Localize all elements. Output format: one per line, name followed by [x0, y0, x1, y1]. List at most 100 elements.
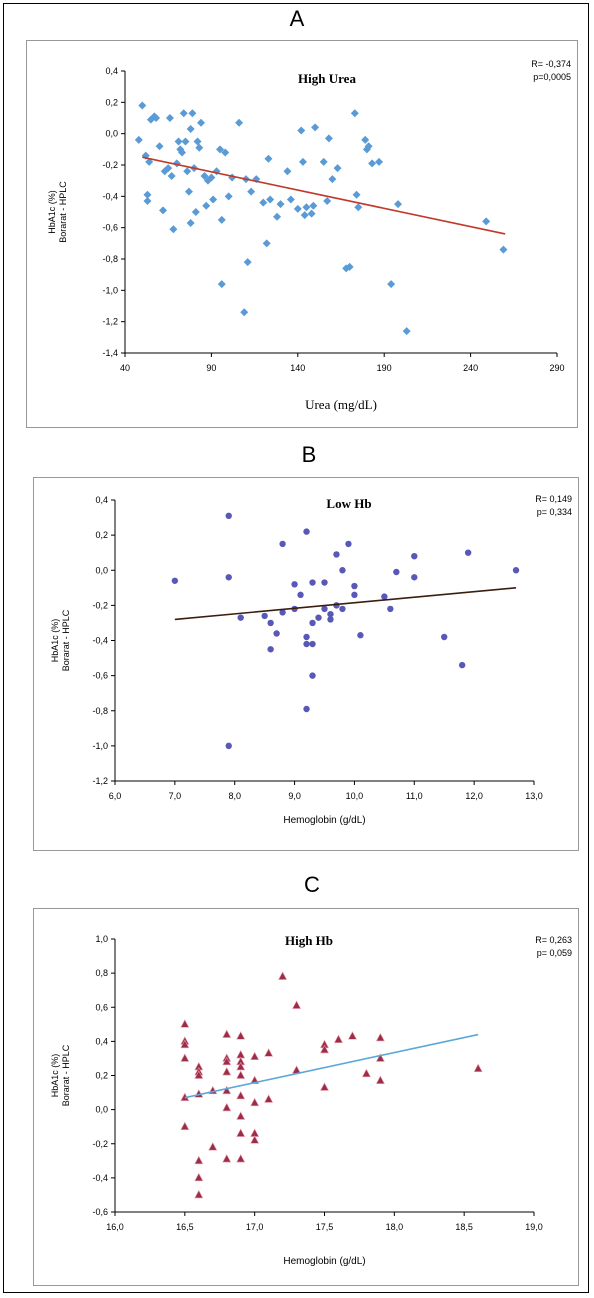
chart-0-data-point: [262, 239, 271, 248]
chart-1-x-tick-label: 7,0: [169, 791, 182, 801]
chart-0-x-tick-label: 190: [377, 363, 392, 373]
chart-1-data-point: [303, 528, 310, 535]
chart-0-y-tick-label: -0,6: [102, 223, 118, 233]
chart-2-data-point: [208, 1142, 218, 1151]
chart-2-y-axis-label: HbA1c (%): [50, 1054, 60, 1098]
chart-2-data-point: [361, 1068, 371, 1078]
chart-2-data-point: [194, 1172, 204, 1182]
chart-1-data-point: [267, 619, 274, 627]
chart-2-y-tick-label: 0,8: [95, 968, 108, 978]
chart-0-data-point: [240, 308, 249, 317]
chart-2-data-point: [180, 1039, 190, 1049]
chart-2-data-point: [375, 1053, 385, 1062]
chart-2-data-point: [333, 1034, 343, 1043]
chart-0-data-point: [164, 164, 173, 173]
chart-2-y-axis-label: Borarat - HPLC: [61, 1044, 71, 1106]
chart-1-data-point: [327, 616, 334, 623]
chart-1-data-point: [225, 742, 232, 750]
chart-1-data-point: [237, 614, 244, 621]
chart-0-data-point: [354, 203, 363, 212]
chart-1-x-tick-label: 8,0: [228, 791, 241, 801]
chart-0-data-point: [394, 200, 403, 209]
chart-1-data-point: [315, 614, 322, 621]
chart-2-data-point: [236, 1128, 246, 1137]
chart-0-data-point: [309, 201, 318, 210]
chart-0-data-point: [224, 192, 233, 201]
chart-0-data-point: [273, 212, 282, 221]
chart-1-y-tick-label: -0,4: [92, 636, 108, 646]
chart-2-x-tick-label: 17,0: [246, 1222, 264, 1232]
chart-2-data-point: [236, 1153, 246, 1163]
chart-2-data-point: [250, 1135, 260, 1144]
chart-1-data-point: [464, 549, 472, 556]
chart-0-y-tick-label: -0,2: [102, 160, 118, 170]
chart-1-data-point: [291, 581, 298, 588]
chart-0-trend-line: [142, 156, 506, 235]
chart-1-data-point: [309, 619, 316, 627]
chart-0-x-tick-label: 290: [549, 363, 564, 373]
chart-0-data-point: [302, 203, 311, 212]
chart-1-data-point: [225, 512, 232, 520]
chart-1-data-point: [327, 610, 334, 618]
chart-0-y-tick-label: -1,4: [102, 348, 118, 358]
chart-2-data-point: [236, 1111, 246, 1120]
chart-1-data-point: [225, 574, 232, 581]
chart-0-data-point: [307, 209, 316, 218]
chart-0-y-tick-label: -0,8: [102, 254, 118, 264]
chart-0-data-point: [300, 211, 309, 220]
chart-0-stat-annotation: R= -0,374: [531, 59, 571, 69]
chart-0-data-point: [155, 142, 164, 151]
chart-1-data-point: [411, 574, 418, 581]
chart-0-y-tick-label: -0,4: [102, 191, 118, 201]
chart-1-data-point: [411, 553, 418, 560]
chart-2-data-point: [236, 1061, 246, 1071]
chart-0-data-point: [364, 142, 373, 151]
chart-2-data-point: [194, 1189, 204, 1199]
chart-0-data-point: [221, 148, 230, 157]
chart-2-data-point: [236, 1031, 246, 1040]
chart-0-data-point: [159, 206, 168, 215]
chart-2-x-tick-label: 18,0: [386, 1222, 404, 1232]
chart-0-data-point: [345, 262, 354, 271]
chart-0-data-point: [186, 218, 195, 227]
chart-2-data-point: [320, 1082, 329, 1091]
panel-c: 1,0 0,8 0,6 0,4 0,2 0,0 -0,2 -0,4 -0,6 16,0 16,5 17…: [33, 908, 579, 1286]
chart-1-data-point: [441, 633, 448, 641]
chart-2-data-point: [375, 1075, 385, 1084]
chart-2-data-point: [264, 1094, 274, 1103]
chart-0-data-point: [207, 173, 216, 182]
chart-0-data-point: [259, 198, 268, 207]
chart-2-data-point: [292, 1000, 302, 1009]
chart-1-trend-line: [174, 587, 517, 621]
chart-2-data-point: [236, 1070, 246, 1079]
chart-2-data-point: [194, 1155, 204, 1165]
chart-0-data-point: [169, 225, 178, 234]
chart-2-data-point: [180, 1053, 190, 1062]
chart-2-x-tick-label: 19,0: [525, 1222, 543, 1232]
chart-1-x-tick-label: 9,0: [288, 791, 301, 801]
chart-2-data-point: [180, 1121, 190, 1130]
chart-a-svg: 0,4 0,2 0,0 -0,2 -0,4 -0,6 -0,8 -1,0 -1,2 -1,440 9…: [47, 59, 571, 412]
chart-1-data-point: [345, 540, 352, 548]
chart-0-data-point: [368, 159, 377, 168]
chart-0-data-point: [243, 258, 252, 267]
panel-b: 0,4 0,2 0,0 -0,2 -0,4 -0,6 -0,8 -1,0 -1,2 6,0 7,0 8…: [33, 477, 579, 851]
chart-0-data-point: [361, 135, 370, 144]
chart-0-y-tick-label: -1,0: [102, 285, 118, 295]
chart-1-y-tick-label: 0,2: [95, 530, 108, 540]
chart-1-y-tick-label: -1,0: [92, 741, 108, 751]
chart-1-data-point: [321, 605, 328, 613]
chart-2-data-point: [180, 1019, 190, 1028]
chart-2-data-point: [222, 1085, 232, 1095]
chart-1-data-point: [303, 705, 310, 713]
chart-0-data-point: [134, 135, 143, 144]
chart-0-data-point: [188, 109, 197, 118]
chart-1-data-point: [387, 605, 394, 613]
chart-1-data-point: [303, 640, 310, 648]
chart-0-data-point: [186, 124, 195, 133]
chart-2-y-tick-label: 0,2: [95, 1071, 108, 1081]
chart-0-data-point: [298, 157, 307, 166]
chart-0-data-point: [352, 190, 361, 199]
chart-1-y-tick-label: -0,8: [92, 706, 108, 716]
chart-1-data-point: [279, 540, 286, 548]
